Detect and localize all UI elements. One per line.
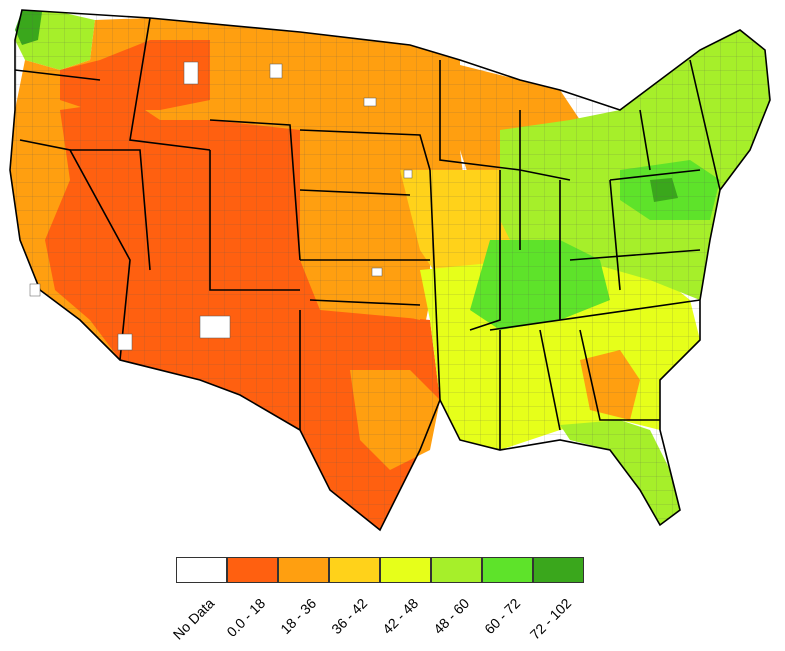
legend-label-60-72: 60 - 72 <box>481 595 524 638</box>
legend-swatch-42-48 <box>380 557 431 583</box>
legend-label-42-48: 42 - 48 <box>379 595 422 638</box>
legend-swatch-48-60 <box>431 557 482 583</box>
legend-label-18-36: 18 - 36 <box>277 595 320 638</box>
state-borders <box>9 9 771 532</box>
legend-swatch-0-18 <box>227 557 278 583</box>
legend-swatch-72-102 <box>533 557 584 583</box>
legend-label-36-42: 36 - 42 <box>328 595 371 638</box>
legend-label-no-data: No Data <box>169 595 218 643</box>
legend-swatch-no-data <box>176 557 227 583</box>
legend-swatch-36-42 <box>329 557 380 583</box>
legend-swatch-60-72 <box>482 557 533 583</box>
legend-label-48-60: 48 - 60 <box>430 595 473 638</box>
legend-swatch-18-36 <box>278 557 329 583</box>
legend-label-72-102: 72 - 102 <box>526 595 575 643</box>
us-choropleth-map <box>9 9 771 532</box>
legend-label-0-18: 0.0 - 18 <box>223 595 269 640</box>
no-data-areas <box>29 61 413 351</box>
county-borders <box>10 10 770 530</box>
